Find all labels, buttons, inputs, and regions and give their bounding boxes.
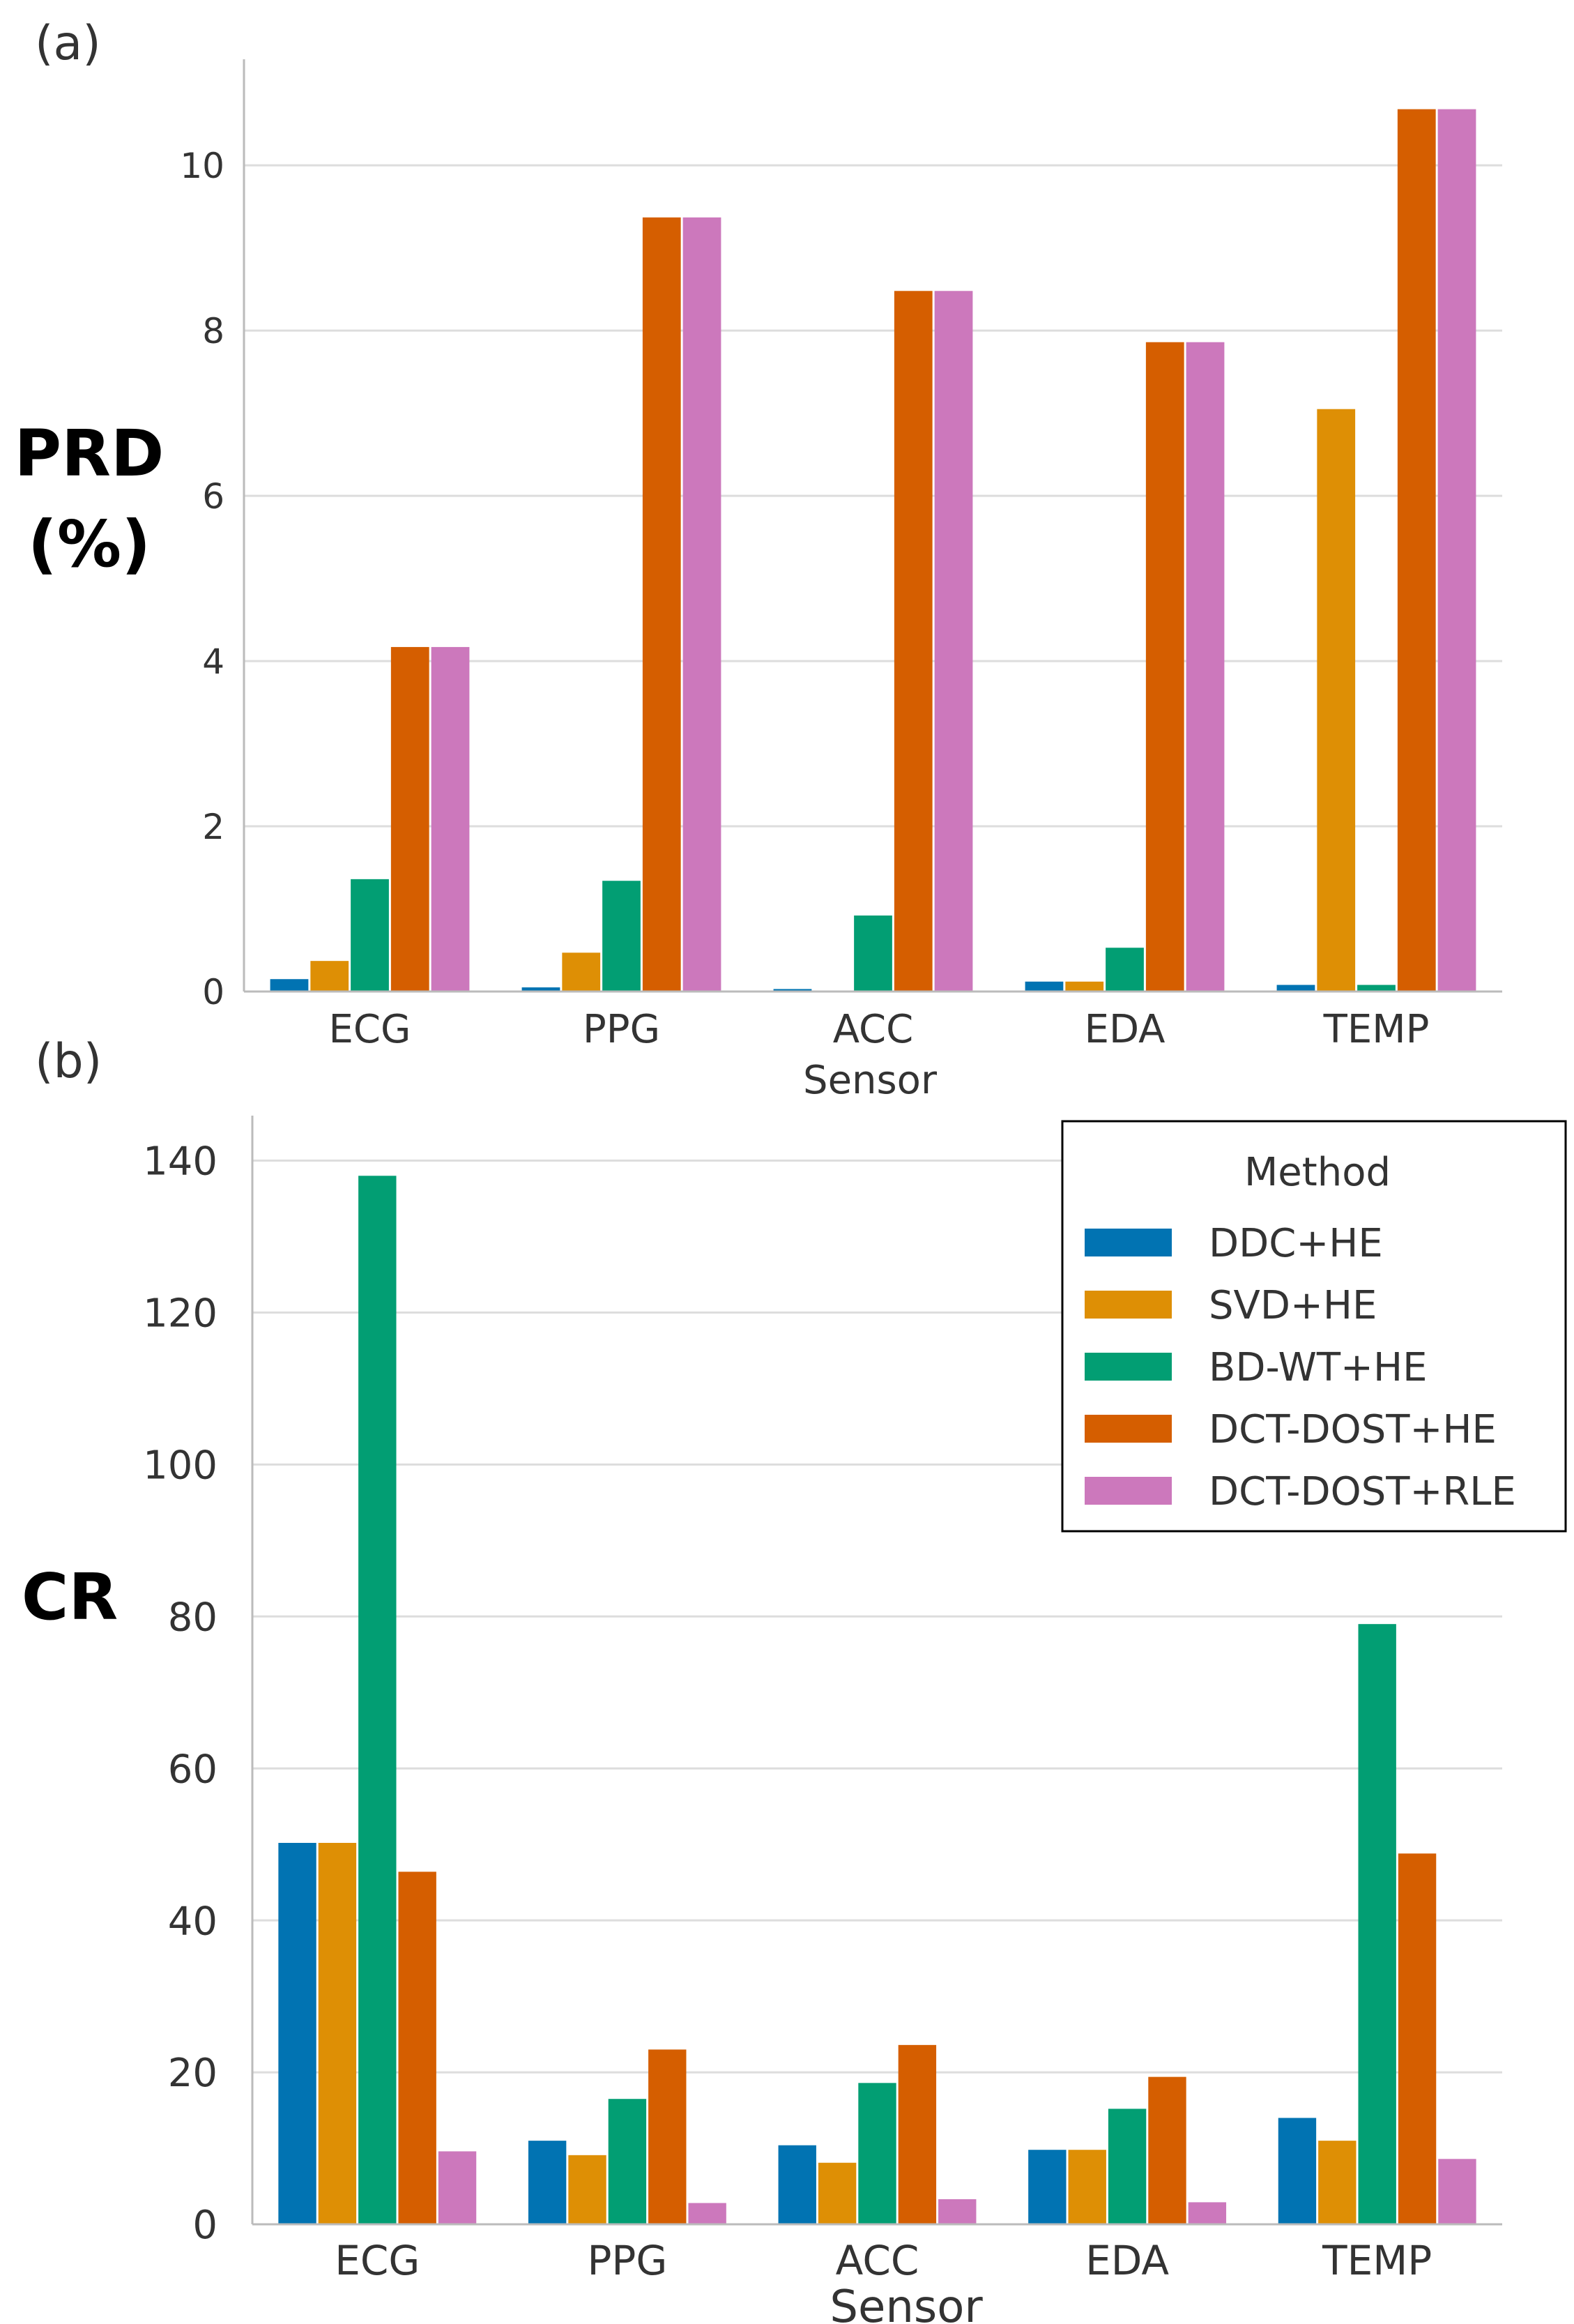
- panel-a-bar-temp-ddc-he: [1276, 985, 1315, 992]
- panel-a-xtick-label: ECG: [329, 1007, 411, 1052]
- panel-b-bar-ppg-bd-wt-he: [608, 2099, 647, 2224]
- panel-b-bar-eda-bd-wt-he: [1108, 2109, 1147, 2224]
- panel-b-bar-acc-dct-dost-rle: [938, 2199, 977, 2224]
- panel-b-axes: 0 20 40 60 80 100 120 140 ECG PPG ACC EDA TEMP: [143, 1116, 1502, 2284]
- panel-b-ylabel: CR: [22, 1560, 118, 1634]
- panel-a-bar-ecg-svd-he: [310, 961, 349, 992]
- legend: Method DDC+HE SVD+HE BD-WT+HE DCT-DOST+HE DC…: [1061, 1120, 1567, 1533]
- panel-a-bar-ppg-svd-he: [562, 952, 601, 992]
- panel-a-ylabel-line2: (%): [28, 507, 151, 582]
- legend-swatch: [1085, 1353, 1172, 1381]
- legend-swatch: [1085, 1415, 1172, 1443]
- panel-a-ylabel-line1: PRD: [15, 416, 165, 491]
- panel-b-bar-ppg-dct-dost-he: [648, 2049, 687, 2224]
- panel-a-bar-ecg-dct-dost-he: [390, 646, 429, 992]
- panel-b-bar-temp-dct-dost-rle: [1438, 2159, 1476, 2224]
- panel-b-bar-ecg-ddc-he: [278, 1842, 316, 2224]
- panel-b-bar-temp-svd-he: [1318, 2141, 1357, 2224]
- panel-a-bar-ppg-ddc-he: [521, 987, 560, 992]
- panel-a-bar-temp-dct-dost-he: [1397, 109, 1436, 992]
- panel-b-bar-ecg-svd-he: [318, 1842, 357, 2224]
- panel-a-bar-eda-dct-dost-he: [1145, 342, 1184, 992]
- panel-a-bar-ecg-ddc-he: [270, 979, 309, 992]
- panel-a-bar-ppg-bd-wt-he: [602, 881, 641, 992]
- panel-a-axes: 0 2 4 6 8 10 ECG PPG ACC EDA TEMP: [180, 59, 1502, 1052]
- panel-b-bar-eda-dct-dost-he: [1148, 2076, 1186, 2224]
- panel-b-xtick-label: ECG: [335, 2237, 420, 2284]
- panel-a-ytick-label: 0: [202, 972, 224, 1012]
- panel-a-bar-ppg-dct-dost-rle: [682, 217, 721, 992]
- legend-entry-label: DCT-DOST+RLE: [1209, 1469, 1516, 1514]
- panel-b-label: (b): [35, 1034, 102, 1089]
- panel-a-bar-eda-ddc-he: [1025, 981, 1064, 992]
- panel-b-bar-ecg-dct-dost-rle: [438, 2151, 477, 2224]
- panel-a-bar-temp-svd-he: [1317, 409, 1356, 992]
- panel-a-xtick-label: ACC: [833, 1007, 914, 1052]
- panel-b-ytick-label: 140: [143, 1139, 217, 1185]
- panel-b-ytick-label: 100: [143, 1443, 217, 1489]
- panel-b-xlabel: Sensor: [830, 2281, 983, 2324]
- panel-a-bar-eda-dct-dost-rle: [1186, 342, 1225, 992]
- panel-a-ytick-label: 4: [202, 641, 224, 682]
- panel-b-ytick-label: 0: [192, 2203, 217, 2248]
- panel-b-bar-eda-ddc-he: [1028, 2150, 1067, 2224]
- panel-b-bar-acc-bd-wt-he: [858, 2083, 896, 2224]
- legend-entry-label: BD-WT+HE: [1209, 1345, 1427, 1390]
- panel-b-xtick-label: EDA: [1085, 2237, 1169, 2284]
- panel-b-bar-ecg-dct-dost-he: [398, 1871, 436, 2224]
- legend-entry-label: SVD+HE: [1209, 1283, 1377, 1328]
- legend-title: Method: [1244, 1150, 1391, 1195]
- legend-swatch: [1085, 1477, 1172, 1505]
- panel-a-xlabel: Sensor: [803, 1058, 938, 1103]
- panel-a-ytick-label: 10: [180, 146, 224, 186]
- legend-entry-label: DCT-DOST+HE: [1209, 1407, 1497, 1452]
- legend-box: [1061, 1120, 1567, 1533]
- legend-swatch: [1085, 1229, 1172, 1256]
- panel-b-bar-ppg-svd-he: [568, 2155, 606, 2224]
- legend-entry-label: DDC+HE: [1209, 1221, 1383, 1266]
- panel-a-bar-temp-bd-wt-he: [1357, 985, 1396, 992]
- panel-a-bar-temp-dct-dost-rle: [1437, 109, 1476, 992]
- panel-a-bar-ppg-dct-dost-he: [642, 217, 681, 992]
- panel-b-xtick-label: TEMP: [1322, 2237, 1432, 2284]
- panel-b-bar-acc-dct-dost-he: [898, 2044, 937, 2224]
- panel-a-xtick-label: PPG: [583, 1007, 660, 1052]
- panel-b-bar-temp-bd-wt-he: [1358, 1624, 1396, 2224]
- panel-b-ytick-label: 20: [168, 2051, 217, 2096]
- panel-b-ytick-label: 60: [168, 1747, 217, 1792]
- panel-b-bar-acc-svd-he: [818, 2162, 857, 2224]
- panel-a-bar-acc-bd-wt-he: [854, 915, 892, 992]
- panel-a-bar-ecg-bd-wt-he: [351, 879, 389, 992]
- panel-b-bars: [278, 1176, 1476, 2224]
- panel-b-bar-acc-ddc-he: [778, 2145, 816, 2224]
- panel-a-bar-eda-bd-wt-he: [1106, 948, 1144, 992]
- panel-a-bar-ecg-dct-dost-rle: [431, 646, 470, 992]
- panel-a-xtick-label: TEMP: [1323, 1007, 1430, 1052]
- panel-b-bar-ppg-dct-dost-rle: [688, 2203, 726, 2224]
- panel-a-ytick-label: 6: [202, 476, 224, 517]
- panel-a-label: (a): [35, 16, 101, 71]
- panel-b-ytick-label: 120: [143, 1291, 217, 1337]
- legend-entries: DDC+HE SVD+HE BD-WT+HE DCT-DOST+HE DCT-DOST+…: [1085, 1221, 1516, 1514]
- panel-a-bars: [270, 109, 1476, 992]
- panel-a-bar-eda-svd-he: [1065, 981, 1104, 992]
- panel-b-xtick-label: ACC: [836, 2237, 919, 2284]
- panel-a-ytick-label: 2: [202, 807, 224, 847]
- panel-b-bar-eda-dct-dost-rle: [1188, 2202, 1227, 2224]
- panel-b-xtick-label: PPG: [587, 2237, 667, 2284]
- legend-swatch: [1085, 1291, 1172, 1319]
- panel-b-bar-eda-svd-he: [1068, 2150, 1106, 2224]
- panel-a-ytick-label: 8: [202, 311, 224, 351]
- panel-a-xtick-label: EDA: [1085, 1007, 1166, 1052]
- panel-b-ytick-label: 40: [168, 1899, 217, 1944]
- panel-b-bar-temp-dct-dost-he: [1398, 1853, 1437, 2224]
- panel-b-bar-ecg-bd-wt-he: [358, 1176, 397, 2224]
- panel-b-bar-temp-ddc-he: [1278, 2118, 1317, 2224]
- panel-a-bar-acc-ddc-he: [773, 989, 812, 992]
- panel-b-bar-ppg-ddc-he: [528, 2141, 567, 2224]
- panel-a-bar-acc-dct-dost-rle: [934, 291, 973, 992]
- panel-b-ytick-label: 80: [168, 1595, 217, 1640]
- panel-a-bar-acc-dct-dost-he: [894, 291, 933, 992]
